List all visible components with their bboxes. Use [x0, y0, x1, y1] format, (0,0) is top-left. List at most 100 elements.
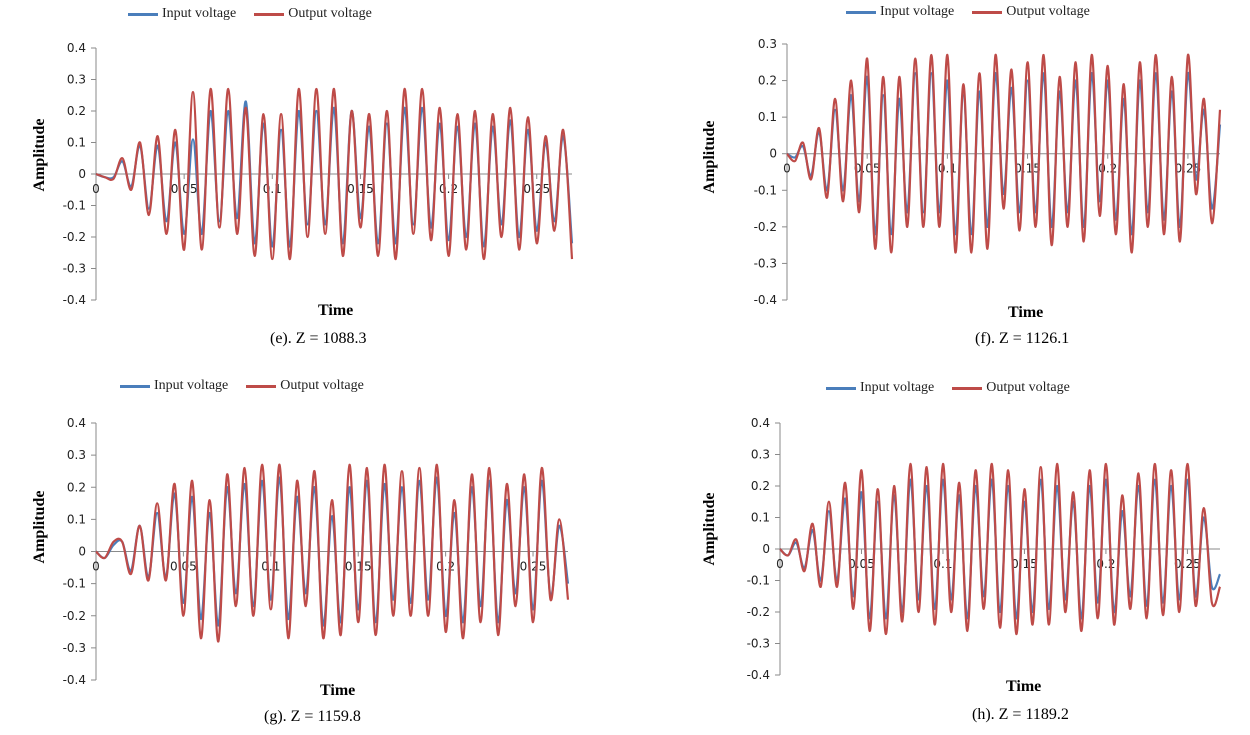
- y-tick-label: 0.1: [67, 136, 86, 150]
- y-tick-label: 0.1: [758, 110, 777, 124]
- legend-swatch-output: [972, 10, 1003, 14]
- y-tick-label: 0.4: [67, 416, 86, 430]
- series-line-output: [779, 462, 1222, 636]
- y-tick-label: -0.1: [63, 577, 86, 591]
- x-tick-label: 0: [92, 182, 100, 196]
- x-tick-label: 0.05: [170, 560, 197, 574]
- x-tick-label: 0.1: [263, 182, 282, 196]
- x-tick-label: 0.25: [520, 560, 547, 574]
- x-tick-label: 0.2: [436, 560, 455, 574]
- chart-plot-f: 0.3 0.2 0.1 0 -0.1 -0.2 -0.3 -0.4 0 0.05 0.1 0.15 0.…: [754, 37, 1222, 307]
- chart-plot-h: 0.4 0.3 0.2 0.1 0 -0.1 -0.2 -0.3 -0.4 0 0.05 0.1 0.1…: [747, 416, 1222, 682]
- y-tick-label: -0.4: [747, 668, 770, 682]
- x-axis-label: Time: [1008, 304, 1044, 321]
- x-axis-label: Time: [320, 682, 356, 699]
- y-tick-label: 0.2: [67, 104, 86, 118]
- legend-item-input: Input voltage: [120, 378, 228, 394]
- legend-label-input: Input voltage: [154, 378, 229, 393]
- y-tick-label: -0.4: [754, 293, 777, 307]
- chart-legend: Input voltage Output voltage: [128, 6, 390, 22]
- x-tick-label: 0: [783, 162, 791, 176]
- y-tick-label: 0.4: [751, 416, 770, 430]
- x-tick-label: 0.25: [1174, 557, 1201, 571]
- legend-label-output: Output voltage: [288, 6, 372, 21]
- chart-panel-f: Input voltage Output voltage Amplitude 0…: [680, 0, 1250, 360]
- legend-label-input: Input voltage: [860, 380, 935, 395]
- legend-swatch-input: [826, 386, 856, 390]
- y-tick-label: 0.2: [67, 480, 86, 494]
- x-tick-label: 0.05: [171, 182, 198, 196]
- chart-panel-g: Input voltage Output voltage Amplitude 0…: [0, 372, 600, 735]
- legend-swatch-output: [952, 386, 983, 390]
- x-tick-label: 0.2: [439, 182, 458, 196]
- series-line-output: [95, 463, 570, 643]
- y-tick-label: 0.1: [67, 512, 86, 526]
- y-tick-label: 0.1: [751, 511, 770, 525]
- caption-h: (h). Z = 1189.2: [972, 706, 1069, 723]
- legend-item-input: Input voltage: [846, 4, 954, 20]
- x-tick-label: 0.2: [1096, 557, 1115, 571]
- y-tick-label: -0.2: [747, 605, 770, 619]
- y-tick-label: -0.3: [747, 637, 770, 651]
- legend-label-output: Output voltage: [1006, 4, 1090, 19]
- x-tick-label: 0.15: [1014, 162, 1041, 176]
- y-tick-label: -0.3: [63, 641, 86, 655]
- legend-swatch-input: [846, 10, 876, 14]
- y-tick-label: 0.3: [67, 448, 86, 462]
- legend-item-input: Input voltage: [128, 6, 236, 22]
- y-tick-label: -0.3: [63, 262, 86, 276]
- x-tick-label: 0.15: [345, 560, 372, 574]
- x-tick-label: 0.25: [523, 182, 550, 196]
- legend-label-output: Output voltage: [280, 378, 364, 393]
- x-tick-label: 0: [776, 557, 784, 571]
- legend-item-output: Output voltage: [246, 378, 364, 394]
- legend-swatch-input: [128, 12, 158, 16]
- chart-legend: Input voltage Output voltage: [846, 4, 1108, 20]
- y-tick-label: 0: [78, 545, 86, 559]
- chart-panel-e: Input voltage Output voltage Amplitude 0…: [0, 0, 600, 360]
- legend-item-output: Output voltage: [972, 4, 1090, 20]
- caption-g: (g). Z = 1159.8: [264, 708, 361, 725]
- chart-panel-h: Input voltage Output voltage Amplitude 0…: [680, 372, 1250, 735]
- chart-legend: Input voltage Output voltage: [826, 380, 1088, 396]
- x-axis-label: Time: [1006, 678, 1042, 695]
- y-tick-label: -0.1: [747, 574, 770, 588]
- y-tick-label: 0: [78, 167, 86, 181]
- x-tick-label: 0.05: [848, 557, 875, 571]
- chart-plot-e: 0.4 0.3 0.2 0.1 0 -0.1 -0.2 -0.3 -0.4 0 0.05 0.1 0.1…: [63, 41, 574, 307]
- caption-e: (e). Z = 1088.3: [270, 330, 367, 347]
- y-tick-label: -0.2: [63, 230, 86, 244]
- x-tick-label: 0.1: [933, 557, 952, 571]
- x-tick-label: 0: [92, 560, 100, 574]
- legend-label-input: Input voltage: [162, 6, 237, 21]
- caption-f: (f). Z = 1126.1: [975, 330, 1070, 347]
- legend-swatch-output: [246, 384, 277, 388]
- y-tick-label: -0.1: [63, 199, 86, 213]
- legend-label-output: Output voltage: [986, 380, 1070, 395]
- chart-legend: Input voltage Output voltage: [120, 378, 382, 394]
- y-tick-label: -0.4: [63, 673, 86, 687]
- legend-item-input: Input voltage: [826, 380, 934, 396]
- x-tick-label: 0.1: [261, 560, 280, 574]
- y-tick-label: -0.2: [754, 220, 777, 234]
- y-tick-label: 0.3: [67, 73, 86, 87]
- x-tick-label: 0.15: [347, 182, 374, 196]
- legend-swatch-output: [254, 12, 285, 16]
- y-tick-label: -0.3: [754, 256, 777, 270]
- y-tick-label: -0.4: [63, 293, 86, 307]
- series-line-output: [95, 87, 574, 261]
- legend-item-output: Output voltage: [254, 6, 372, 22]
- x-tick-label: 0.2: [1098, 162, 1117, 176]
- x-tick-label: 0.1: [938, 162, 957, 176]
- y-tick-label: -0.1: [754, 183, 777, 197]
- y-tick-label: 0: [769, 147, 777, 161]
- series-line-output: [786, 53, 1222, 254]
- y-tick-label: 0.2: [758, 74, 777, 88]
- chart-plot-g: 0.4 0.3 0.2 0.1 0 -0.1 -0.2 -0.3 -0.4 0 0.05 0.1 0.1…: [63, 416, 570, 687]
- legend-label-input: Input voltage: [880, 4, 955, 19]
- y-tick-label: 0.2: [751, 479, 770, 493]
- series-line-input: [95, 476, 570, 627]
- x-tick-label: 0.05: [854, 162, 881, 176]
- x-axis-label: Time: [318, 302, 354, 319]
- x-tick-label: 0.15: [1011, 557, 1038, 571]
